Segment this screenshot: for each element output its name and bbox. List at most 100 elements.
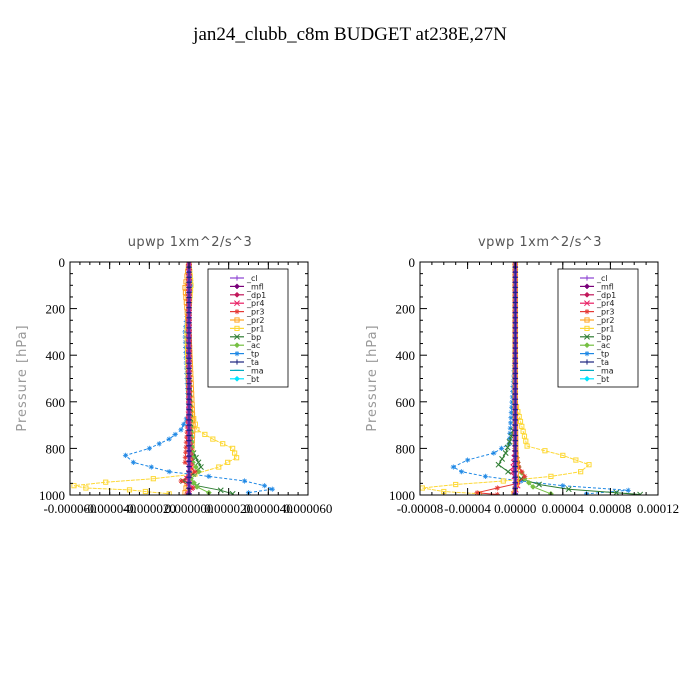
legend-entry: _bp [580,333,611,342]
data-point [186,438,192,444]
data-point [186,417,192,423]
data-point [192,464,199,470]
data-point [512,299,518,306]
data-point [518,478,524,484]
legend-entry: _dp1 [230,291,266,300]
data-point [234,291,240,298]
x-tick-label: -0.00008 [397,501,444,516]
data-point [182,459,188,465]
data-point [512,474,518,480]
data-point [190,485,196,491]
x-tick-label: -0.000020 [123,501,176,516]
data-point [512,340,518,346]
legend-label: _pr4 [596,299,614,308]
data-point [186,299,192,306]
legend-box [557,268,639,388]
data-point [465,457,471,463]
data-point [229,490,236,495]
data-point [142,488,148,495]
data-point [584,275,590,281]
data-point [514,480,521,486]
panel-title: upwp 1xm^2/s^3 [128,235,253,250]
data-point [234,375,240,382]
data-point [512,422,518,428]
data-point [498,445,505,451]
data-point [234,325,240,331]
legend-label: _pr3 [246,308,264,317]
data-point [508,415,514,421]
legend-label: _ac [246,341,260,350]
legend-label: _pr2 [596,316,614,325]
data-point [234,351,240,357]
data-point [186,262,192,265]
data-point [225,459,231,465]
data-point [586,462,592,468]
data-point [512,432,518,439]
data-point [521,433,528,439]
x-tick-label: 0.000000 [165,501,214,516]
data-point [613,489,620,495]
data-point [459,469,465,475]
legend-label: _tp [246,350,259,359]
data-point [504,444,511,451]
data-point [186,284,192,290]
legend-label: _ac [596,341,610,350]
legend-label: _ta [596,358,609,367]
data-point [518,475,525,482]
data-point [186,480,192,486]
data-point [186,294,192,301]
data-point [186,350,192,356]
data-point [512,345,518,351]
legend-entry: _tp [230,350,259,359]
legend-label: _ma [596,366,614,375]
data-point [148,464,154,470]
legend-label: _bt [596,375,609,384]
data-point [512,325,518,331]
legend-entry: _dp1 [580,291,616,300]
data-point [512,401,518,407]
data-point [512,360,518,366]
data-point [186,330,192,336]
data-point [512,335,518,341]
data-point [584,309,590,315]
data-point [512,438,518,444]
legend-entry: _ma [230,366,264,375]
data-point [156,441,162,447]
data-point [512,443,518,449]
data-point [584,342,590,349]
data-point [186,335,192,341]
data-point [186,320,192,326]
data-point [508,420,514,426]
legend-label: _cl [246,274,258,283]
data-point [560,483,566,489]
data-point [584,300,590,307]
data-point [183,355,189,361]
data-point [516,464,522,470]
data-point [186,396,192,402]
data-point [206,473,212,479]
data-point [83,485,89,491]
y-tick-label: 600 [396,395,416,410]
data-point [181,421,187,427]
data-point [584,351,590,357]
data-point [512,315,518,321]
data-point [232,450,238,456]
legend-label: _pr1 [246,324,264,333]
data-point [512,463,518,470]
data-point [450,464,456,470]
y-tick-label: 800 [46,441,66,456]
data-point [512,365,518,371]
data-point [512,294,518,301]
series-ta [186,262,192,495]
legend-label: _pr3 [596,308,614,317]
data-point [186,325,192,331]
data-point [519,469,525,475]
panel-upwp: upwp 1xm^2/s^3 Pressure [hPa] 0 200 400 600… [15,235,332,516]
data-point [184,434,190,440]
data-point [186,406,192,413]
data-point [234,359,240,365]
data-point [241,478,248,484]
data-point [578,469,584,475]
legend-entry: _pr3 [580,308,614,317]
legend-entry: _mfl [580,282,614,291]
